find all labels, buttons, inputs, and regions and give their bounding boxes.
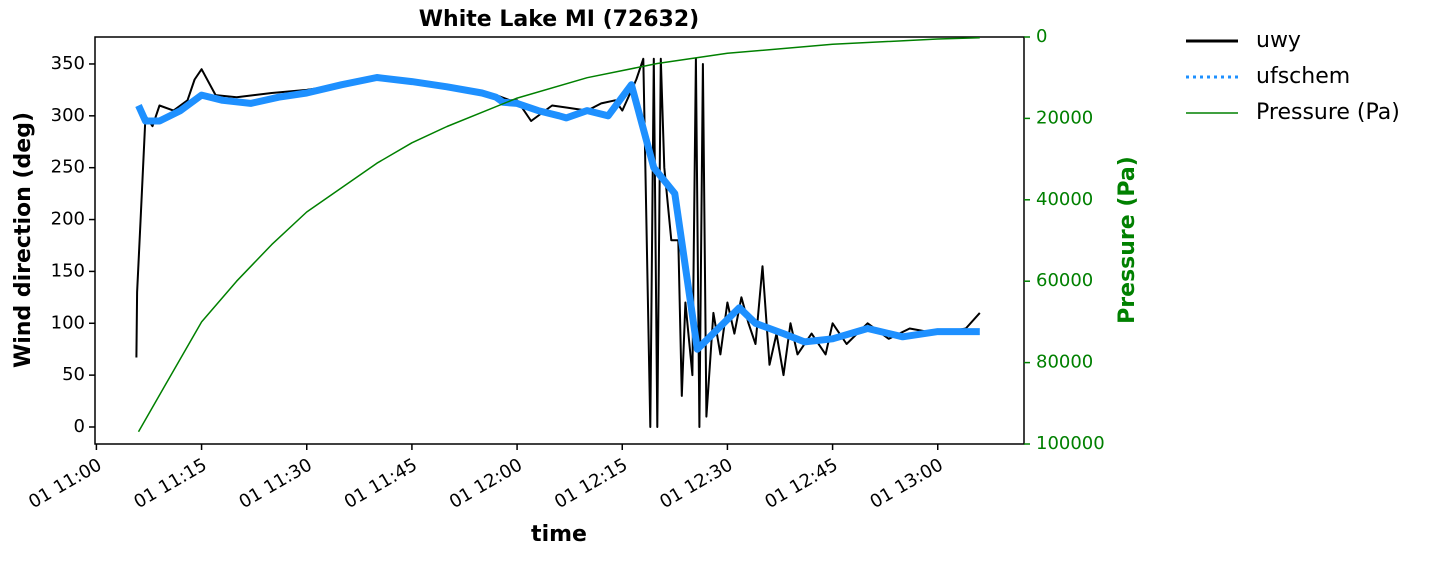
- x-tick-label: 01 12:30: [656, 454, 736, 512]
- y2-tick-label: 100000: [1036, 433, 1105, 454]
- y2-tick-label: 60000: [1036, 270, 1093, 291]
- x-tick-label: 01 11:30: [236, 454, 316, 512]
- chart-title: White Lake MI (72632): [419, 7, 699, 32]
- x-tick-label: 01 11:15: [130, 454, 210, 512]
- y-tick-label: 350: [51, 53, 85, 74]
- line-2: [137, 37, 980, 433]
- x-tick-label: 01 12:15: [551, 454, 631, 512]
- x-axis-label: time: [531, 522, 587, 547]
- y-tick-label: 250: [51, 157, 85, 178]
- line-0: [135, 57, 981, 428]
- y-tick-label: 300: [51, 105, 85, 126]
- y-tick-label: 200: [51, 209, 85, 230]
- x-tick-label: 01 12:00: [446, 454, 526, 512]
- y-tick-label: 50: [62, 364, 85, 385]
- legend-label: Pressure (Pa): [1256, 100, 1400, 125]
- x-tick-label: 01 11:45: [341, 454, 421, 512]
- y-tick-label: 150: [51, 260, 85, 281]
- legend-label: uwy: [1256, 28, 1301, 53]
- y2-tick-label: 80000: [1036, 352, 1093, 373]
- y2-tick-label: 40000: [1036, 189, 1093, 210]
- plot-frame: [94, 36, 1025, 445]
- x-tick-label: 01 13:00: [867, 454, 947, 512]
- legend-label: ufschem: [1256, 64, 1350, 89]
- y-axis-label: Wind direction (deg): [11, 112, 36, 368]
- y2-axis-label: Pressure (Pa): [1115, 156, 1140, 324]
- y-tick-label: 0: [74, 416, 85, 437]
- y2-tick-label: 0: [1036, 26, 1047, 47]
- x-tick-label: 01 12:45: [761, 454, 841, 512]
- y-tick-label: 100: [51, 312, 85, 333]
- line-1: [135, 74, 980, 353]
- y2-tick-label: 20000: [1036, 107, 1093, 128]
- x-tick-label: 01 11:00: [25, 454, 105, 512]
